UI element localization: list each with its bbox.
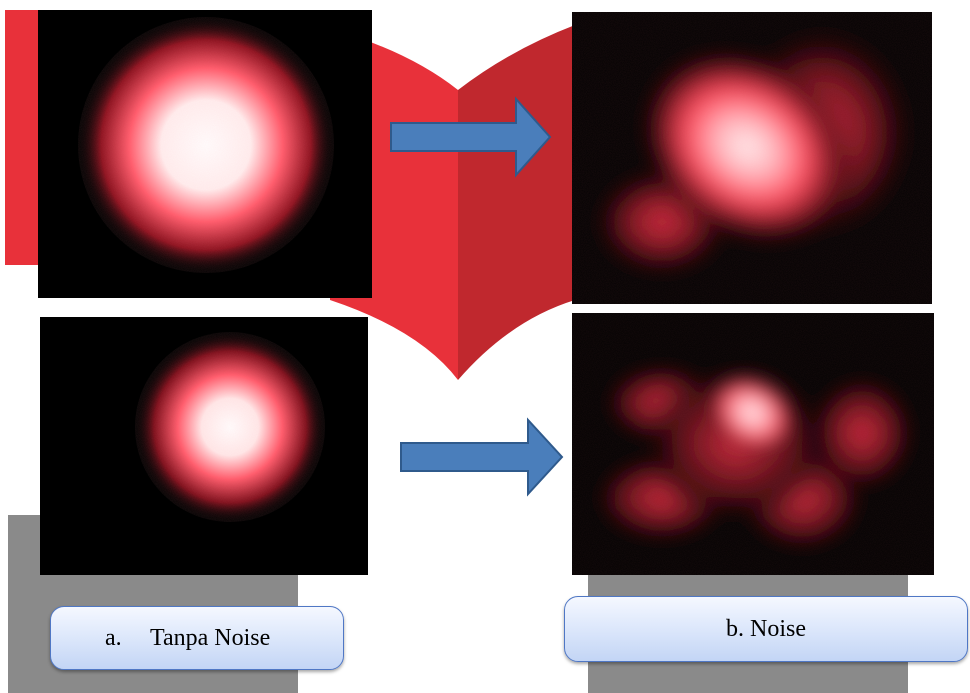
label-with-noise: b. Noise: [564, 596, 968, 662]
label-without-noise: a. Tanpa Noise: [50, 606, 344, 670]
bottom-left-clean-spot: [40, 317, 368, 575]
arrow-right-icon: [390, 96, 552, 178]
arrow-right-icon: [400, 417, 564, 497]
top-right-noisy-spot: [572, 12, 932, 304]
label-a-marker: a.: [105, 624, 122, 651]
label-a-text: Tanpa Noise: [150, 624, 271, 651]
label-b-text: b. Noise: [726, 615, 806, 642]
top-left-clean-spot: [38, 10, 372, 298]
bottom-right-noisy-spot: [572, 313, 934, 575]
